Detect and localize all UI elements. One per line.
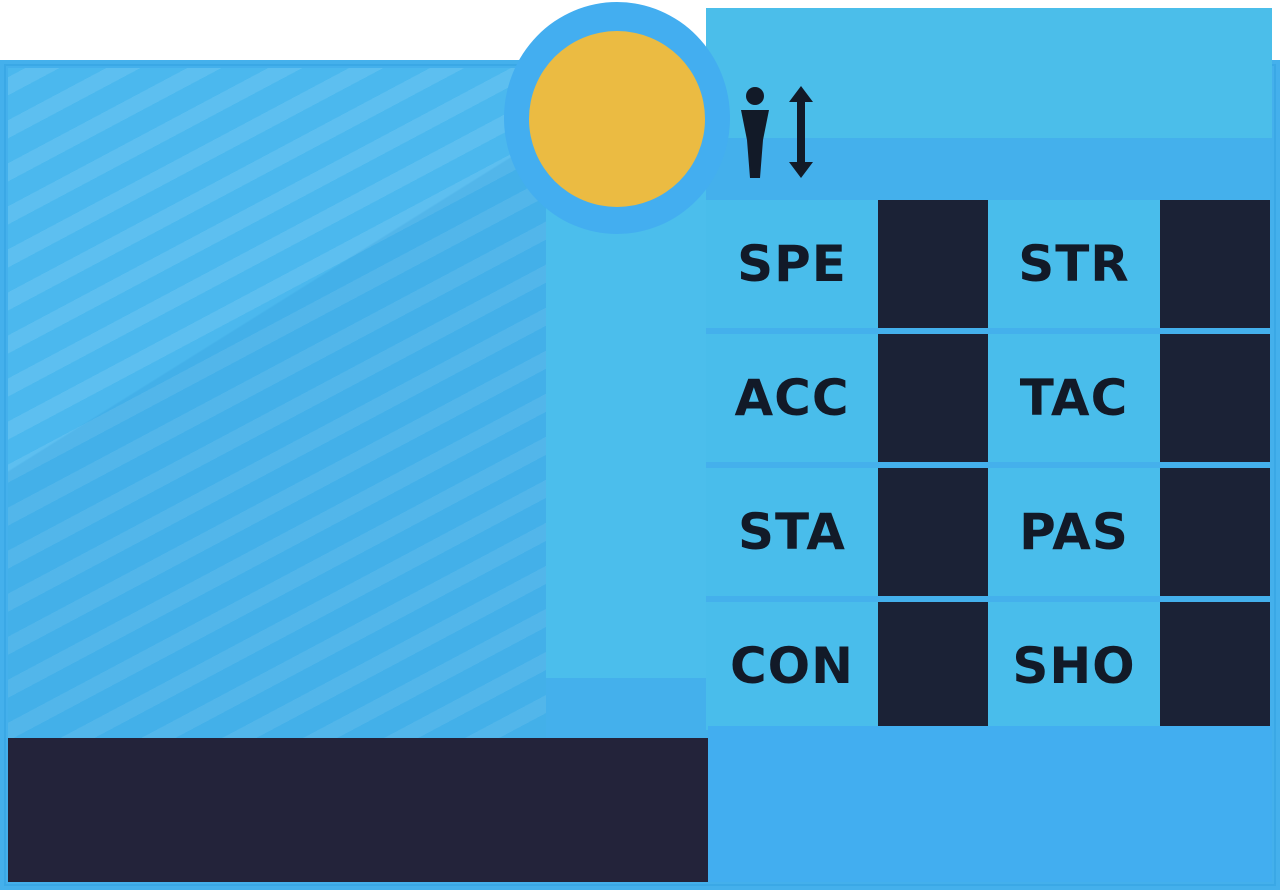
stats-grid: SPE STR ACC TAC STA PAS CON SHO <box>706 200 1272 730</box>
stat-value-sta <box>878 468 988 596</box>
stat-value-spe <box>878 200 988 328</box>
person-height-icon <box>741 86 813 178</box>
rating-badge <box>529 31 705 207</box>
stat-label-str: STR <box>988 200 1160 328</box>
stat-label-pas: PAS <box>988 468 1160 596</box>
stat-label-con: CON <box>706 602 878 730</box>
stat-value-con <box>878 602 988 730</box>
stat-value-pas <box>1160 468 1270 596</box>
stat-value-acc <box>878 334 988 462</box>
player-name-bar <box>8 738 708 882</box>
photo-shade-triangle <box>8 68 546 738</box>
stat-value-str <box>1160 200 1270 328</box>
stat-value-sho <box>1160 602 1270 730</box>
player-photo-area <box>8 68 546 738</box>
stat-value-tac <box>1160 334 1270 462</box>
stat-label-sta: STA <box>706 468 878 596</box>
stat-label-sho: SHO <box>988 602 1160 730</box>
stat-label-tac: TAC <box>988 334 1160 462</box>
stat-label-spe: SPE <box>706 200 878 328</box>
middle-column-panel <box>546 160 706 678</box>
stat-label-acc: ACC <box>706 334 878 462</box>
bottom-right-panel <box>708 726 1272 882</box>
photo-stripe-pattern <box>8 68 546 738</box>
bottom-right-shade <box>1068 726 1272 882</box>
